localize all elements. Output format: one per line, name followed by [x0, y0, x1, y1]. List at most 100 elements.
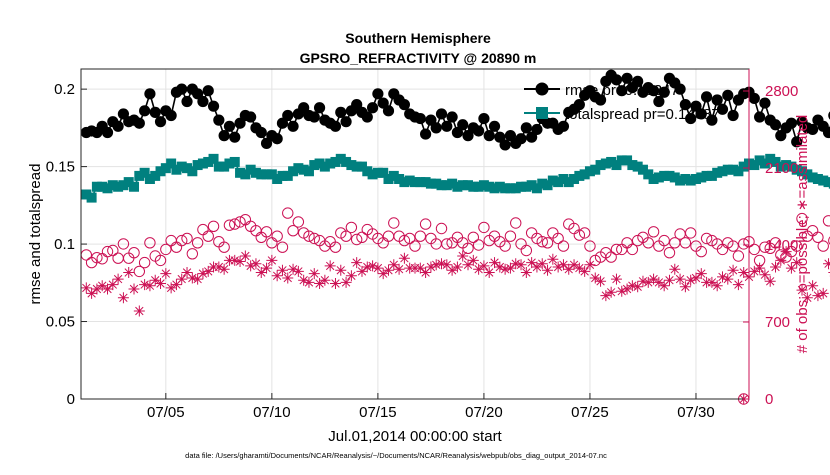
assimilated-obs-point: [679, 281, 691, 293]
rmse-point: [791, 136, 803, 148]
assimilated-obs-point: [637, 275, 649, 287]
possible-obs-point: [282, 207, 294, 219]
totalspread-point: [558, 174, 569, 184]
possible-obs-point: [133, 265, 146, 278]
totalspread-point: [696, 172, 707, 183]
assimilated-obs-point: [616, 285, 628, 297]
x-axis: 07/05 07/10 07/15 07/20 07/25 07/30: [147, 393, 715, 421]
assimilated-obs-point: [658, 280, 670, 292]
assimilated-obs-point: [282, 272, 294, 284]
rmse-point: [213, 114, 225, 126]
rmse-point: [112, 120, 124, 132]
possible-obs-point: [472, 239, 485, 251]
totalspread-point: [171, 164, 182, 175]
possible-obs-point: [700, 232, 713, 245]
possible-obs-point: [536, 236, 548, 248]
totalspread-point: [812, 174, 823, 184]
series-0: [80, 69, 830, 151]
assimilated-obs-point: [229, 254, 241, 266]
totalspread-point: [547, 175, 558, 186]
totalspread-point: [420, 177, 431, 188]
assimilated-obs-point: [557, 259, 569, 271]
totalspread-point: [388, 170, 399, 181]
possible-obs-point: [340, 230, 352, 242]
possible-obs-point: [356, 231, 368, 244]
rmse-point: [181, 95, 193, 108]
totalspread-point: [685, 175, 696, 186]
assimilated-obs-point: [197, 268, 209, 280]
totalspread-point: [410, 177, 420, 188]
totalspread-point: [632, 161, 643, 172]
totalspread-point: [309, 160, 320, 171]
rmse-point: [515, 133, 527, 145]
possible-obs-point: [435, 222, 448, 235]
assimilated-obs-point: [144, 280, 156, 292]
rmse-point: [361, 111, 373, 123]
rmse-point: [229, 131, 241, 143]
assimilated-obs-point: [261, 262, 273, 274]
totalspread-point: [256, 169, 267, 180]
assimilated-obs-point: [785, 262, 797, 274]
totalspread-point: [192, 160, 203, 171]
assimilated-obs-point: [361, 261, 373, 273]
totalspread-point: [770, 156, 781, 167]
possible-obs-point: [260, 226, 273, 238]
assimilated-obs-point: [86, 287, 98, 299]
possible-obs-point: [350, 233, 363, 246]
rmse-point: [271, 133, 283, 145]
rmse-point: [446, 111, 458, 123]
rmse-point: [488, 120, 501, 132]
assimilated-obs-point: [653, 276, 665, 288]
totalspread-point: [653, 172, 664, 183]
possible-obs-point: [398, 234, 411, 247]
rmse-point: [202, 85, 214, 97]
possible-obs-point: [345, 221, 358, 234]
totalspread-point: [765, 153, 776, 164]
possible-obs-point: [626, 243, 639, 256]
rmse-point: [700, 91, 713, 103]
totalspread-point: [346, 160, 357, 171]
assimilated-obs-point: [626, 280, 638, 292]
chart-title: Southern Hemisphere: [345, 30, 491, 46]
possible-obs-point: [91, 251, 103, 264]
rmse-point: [207, 100, 220, 112]
totalspread-point: [335, 153, 346, 164]
totalspread-point: [107, 180, 118, 191]
assimilated-obs-point: [504, 262, 516, 274]
assimilated-obs-point: [589, 272, 601, 284]
right-y-tick-label: 2800: [765, 83, 798, 100]
possible-obs-point: [541, 237, 554, 249]
x-tick-label: 07/30: [677, 404, 715, 421]
totalspread-point: [266, 169, 277, 180]
totalspread-point: [123, 177, 134, 188]
assimilated-obs-point: [345, 270, 357, 282]
assimilated-obs-point: [584, 259, 596, 271]
totalspread-point: [277, 170, 288, 181]
totalspread-point: [113, 181, 124, 192]
possible-obs-point: [478, 221, 490, 234]
rmse-point: [139, 105, 151, 117]
rmse-point: [822, 126, 830, 139]
possible-obs-point: [462, 242, 474, 255]
totalspread-point: [712, 167, 723, 178]
totalspread-point: [219, 161, 230, 172]
totalspread-point: [664, 170, 675, 181]
totalspread-point: [584, 166, 595, 177]
rmse-point: [610, 74, 623, 86]
possible-obs-point: [769, 237, 782, 249]
possible-obs-point: [791, 240, 803, 252]
possible-obs-point: [822, 215, 830, 227]
totalspread-point: [404, 175, 415, 186]
rmse-point: [573, 99, 585, 111]
totalspread-point: [563, 177, 574, 188]
rmse-point: [313, 102, 326, 114]
rmse-point: [658, 86, 670, 98]
totalspread-point: [319, 161, 330, 172]
totalspread-point: [118, 180, 129, 191]
assimilated-obs-point: [759, 269, 771, 281]
totalspread-point: [484, 181, 495, 192]
rmse-point: [711, 94, 723, 106]
assimilated-obs-point: [128, 283, 140, 295]
possible-obs-point: [552, 232, 564, 245]
rmse-point: [245, 111, 257, 123]
